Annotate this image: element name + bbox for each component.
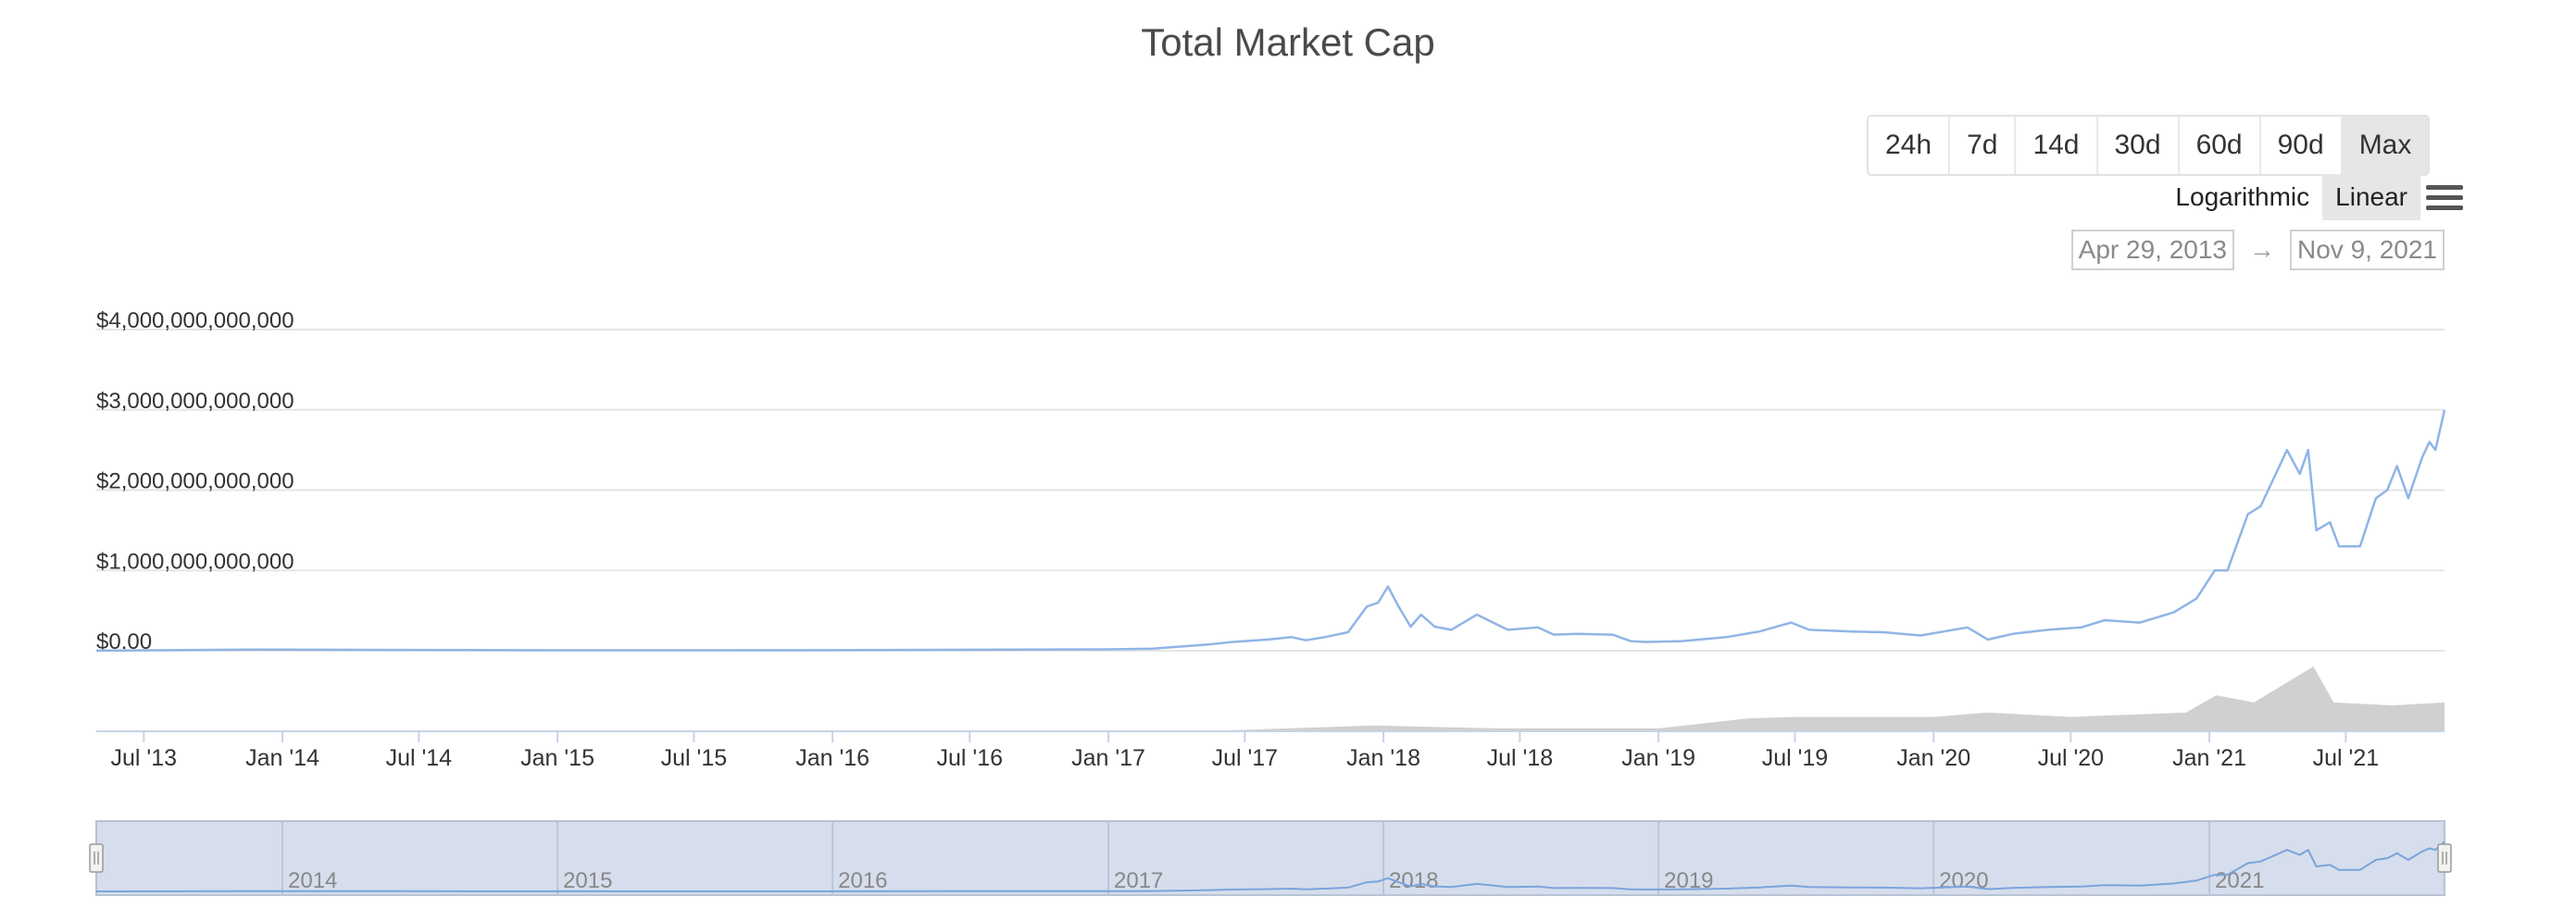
x-tick-label: Jul '17 [1212,745,1278,771]
grid-lines [96,329,2445,652]
x-tick-label: Jan '18 [1346,745,1420,771]
x-tick-label: Jan '20 [1896,745,1970,771]
range-button-max[interactable]: Max [2342,117,2429,174]
x-tick-label: Jul '15 [661,745,727,771]
x-tick-label: Jan '14 [245,745,319,771]
navigator[interactable]: 2014 2015 2016 2017 2018 2019 2020 2021 [89,820,2452,896]
date-from-input[interactable]: Apr 29, 2013 [2070,230,2234,270]
navigator-year-label: 2015 [563,868,612,893]
x-tick-label: Jan '21 [2172,745,2246,771]
x-tick-label: Jan '16 [795,745,869,771]
x-tick-label: Jan '15 [520,745,594,771]
navigator-year-label: 2017 [1114,868,1163,893]
navigator-line [95,841,2445,892]
range-button-30d[interactable]: 30d [2097,117,2180,174]
hamburger-menu-icon[interactable] [2426,174,2463,220]
navigator-year-label: 2016 [838,868,887,893]
y-tick-label: $2,000,000,000,000 [96,469,294,494]
market-cap-line [95,409,2446,653]
y-tick-label: $3,000,000,000,000 [96,389,294,414]
volume-bars [96,666,2445,731]
navigator-right-handle[interactable] [2437,843,2452,873]
navigator-year-label: 2014 [288,868,337,893]
navigator-window [95,820,2445,896]
navigator-left-handle[interactable] [89,843,104,873]
navigator-year-label: 2021 [2215,868,2264,893]
y-axis-labels: $0.00$1,000,000,000,000$2,000,000,000,00… [96,308,294,654]
x-tick-label: Jul '18 [1487,745,1553,771]
x-tick-label: Jul '19 [1762,745,1828,771]
navigator-year-label: 2018 [1389,868,1438,893]
linear-button[interactable]: Linear [2322,174,2420,220]
range-button-60d[interactable]: 60d [2179,117,2261,174]
date-range: Apr 29, 2013 → Nov 9, 2021 [2070,230,2445,270]
x-tick-label: Jul '14 [386,745,453,771]
date-to-input[interactable]: Nov 9, 2021 [2290,230,2445,270]
x-tick-label: Jul '20 [2038,745,2104,771]
x-tick-label: Jul '21 [2313,745,2379,771]
x-tick-label: Jul '13 [111,745,177,771]
logarithmic-button[interactable]: Logarithmic [2175,182,2310,211]
x-tick-label: Jul '16 [937,745,1003,771]
range-selector: 24h 7d 14d 30d 60d 90d Max [1867,115,2431,176]
y-tick-label: $4,000,000,000,000 [96,308,294,333]
arrow-right-icon: → [2249,235,2275,264]
y-tick-label: $1,000,000,000,000 [96,549,294,574]
range-button-90d[interactable]: 90d [2260,117,2343,174]
volume-area [96,666,2445,732]
navigator-year-label: 2020 [1939,868,1988,893]
range-button-24h[interactable]: 24h [1869,117,1951,174]
market-cap-series [95,409,2446,653]
range-button-7d[interactable]: 7d [1950,117,2017,174]
scale-toggle: Logarithmic Linear [2162,174,2463,220]
x-tick-label: Jan '19 [1621,745,1695,771]
chart-title: Total Market Cap [1141,20,1435,64]
x-axis: Jul '13 Jan '14 Jul '14 Jan '15 Jul '15 Jan '… [111,731,2379,771]
range-button-14d[interactable]: 14d [2016,117,2098,174]
x-tick-label: Jan '17 [1071,745,1145,771]
